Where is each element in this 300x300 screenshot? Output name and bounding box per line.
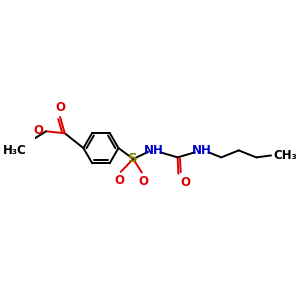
Text: O: O — [34, 124, 44, 137]
Text: CH₃: CH₃ — [273, 148, 297, 162]
Text: O: O — [180, 176, 190, 189]
Text: S: S — [128, 152, 138, 166]
Text: H₃C: H₃C — [2, 144, 26, 157]
Text: NH: NH — [192, 144, 212, 157]
Text: O: O — [115, 174, 124, 187]
Text: O: O — [138, 175, 148, 188]
Text: O: O — [55, 101, 65, 114]
Text: NH: NH — [144, 144, 164, 157]
